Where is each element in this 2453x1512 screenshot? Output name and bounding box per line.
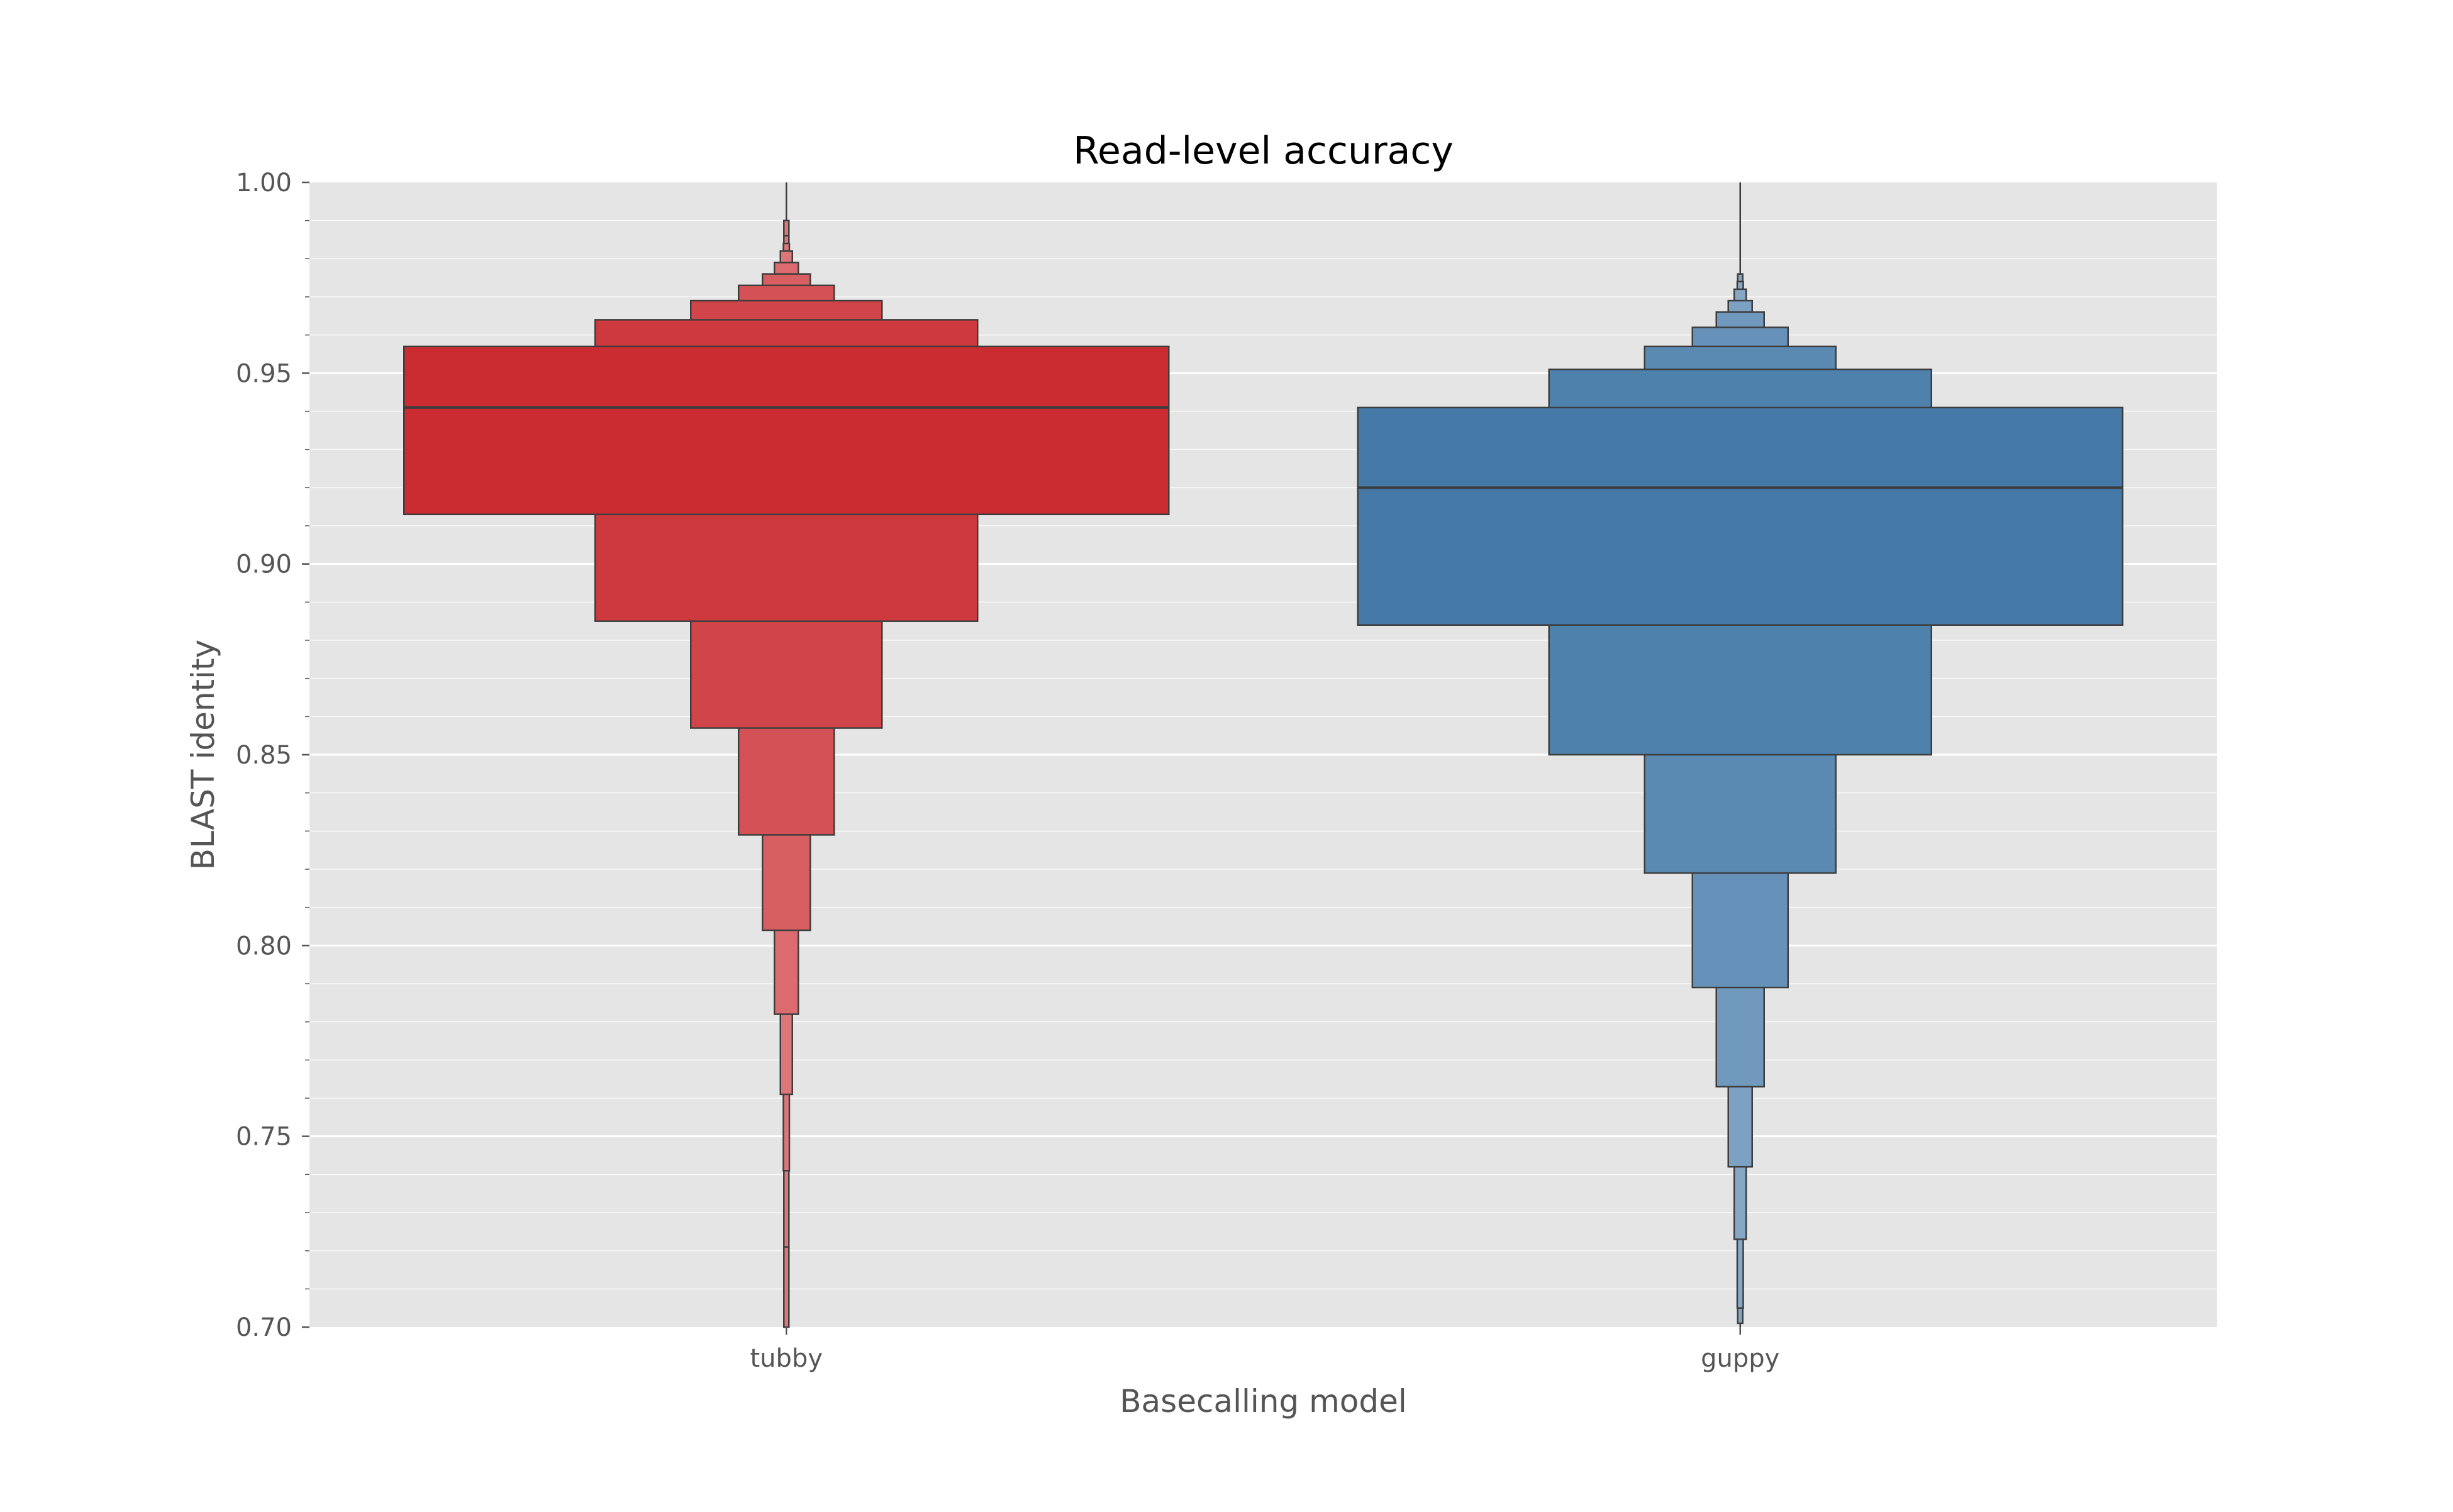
series-guppy (1357, 182, 2123, 1327)
y-axis-label: BLAST identity (185, 640, 221, 870)
y-tick-label: 0.70 (236, 1313, 292, 1342)
x-axis-label: Basecalling model (1120, 1383, 1407, 1420)
y-tick-label: 1.00 (236, 169, 292, 197)
y-tick-label: 0.95 (236, 359, 292, 388)
y-tick-label: 0.85 (236, 741, 292, 770)
x-tick-label: tubby (750, 1344, 823, 1373)
x-tick-label: guppy (1701, 1344, 1779, 1373)
series-tubby (403, 182, 1170, 1328)
chart-title: Read-level accuracy (1073, 129, 1454, 173)
box-level-1 (1357, 406, 2123, 626)
box-level-1 (403, 345, 1170, 516)
axes-layer: 0.70 0.75 0.80 0.85 0.90 0.95 1.00 tubby guppy (236, 169, 1779, 1373)
boxes-layer (403, 182, 2123, 1328)
y-tick-label: 0.80 (236, 931, 292, 960)
y-tick-label: 0.90 (236, 550, 292, 579)
y-tick-label: 0.75 (236, 1123, 292, 1152)
